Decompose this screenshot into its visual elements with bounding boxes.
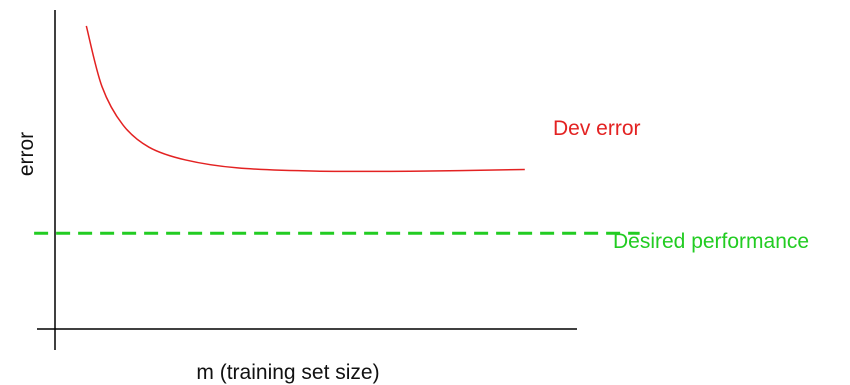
dev-error-curve — [85, 25, 525, 173]
desired-performance-label: Desired performance — [613, 230, 809, 253]
axes — [37, 10, 577, 350]
labels: m (training set size) error Dev error De… — [15, 117, 809, 384]
y-axis-label: error — [15, 132, 38, 176]
dev-error-label: Dev error — [553, 117, 641, 140]
x-axis-label: m (training set size) — [196, 361, 379, 384]
series-layer — [34, 25, 640, 235]
